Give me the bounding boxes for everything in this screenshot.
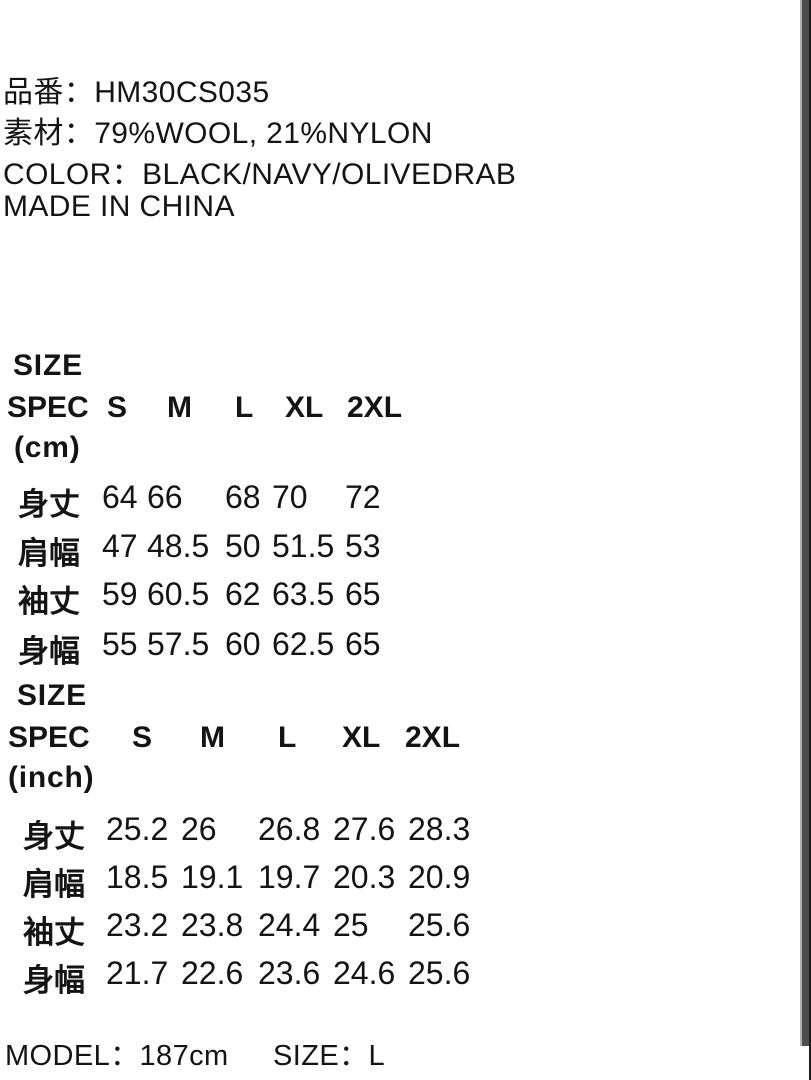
cell-value: 24.6 xyxy=(333,955,396,991)
size-col-l: L xyxy=(278,721,297,754)
table-row-shoulder-width-inch: 肩幅 18.5 19.1 19.7 20.3 20.9 xyxy=(0,859,811,903)
cell-value: 25.6 xyxy=(408,907,471,943)
cell-value: 60.5 xyxy=(147,576,210,612)
size-col-m: M xyxy=(167,391,192,424)
size-spec-inch-spec-label: SPEC xyxy=(8,721,90,754)
row-label-sleeve-length: 袖丈 xyxy=(23,915,85,950)
table-row-body-length-cm: 身丈 64 66 68 70 72 xyxy=(0,479,811,523)
size-col-s: S xyxy=(107,391,128,424)
table-row-shoulder-width-cm: 肩幅 47 48.5 50 51.5 53 xyxy=(0,528,811,572)
right-edge-border xyxy=(809,0,811,1080)
size-col-m: M xyxy=(200,721,225,754)
cell-value: 57.5 xyxy=(147,626,210,662)
size-spec-inch-title: SIZE xyxy=(17,679,87,712)
size-col-xl: XL xyxy=(285,391,324,424)
cell-value: 25.2 xyxy=(106,811,169,847)
cell-value: 70 xyxy=(272,479,308,515)
cell-value: 26 xyxy=(181,811,217,847)
product-origin: MADE IN CHINA xyxy=(3,190,235,223)
cell-value: 62.5 xyxy=(272,626,335,662)
row-label-body-length: 身丈 xyxy=(23,819,85,854)
cell-value: 48.5 xyxy=(147,528,210,564)
right-edge-divider xyxy=(800,0,802,1046)
cell-value: 24.4 xyxy=(258,907,321,943)
cell-value: 28.3 xyxy=(408,811,471,847)
cell-value: 19.1 xyxy=(181,859,244,895)
table-row-body-length-inch: 身丈 25.2 26 26.8 27.6 28.3 xyxy=(0,811,811,855)
size-col-2xl: 2XL xyxy=(347,391,403,424)
row-label-body-width: 身幅 xyxy=(23,963,85,998)
cell-value: 25.6 xyxy=(408,955,471,991)
cell-value: 68 xyxy=(225,479,261,515)
next-image-edge-strip xyxy=(802,0,809,1046)
size-col-s: S xyxy=(132,721,153,754)
cell-value: 21.7 xyxy=(106,955,169,991)
size-spec-cm-title: SIZE xyxy=(13,349,83,382)
model-height: MODEL：187cm xyxy=(5,1040,229,1072)
cell-value: 65 xyxy=(345,576,381,612)
cell-value: 59 xyxy=(102,576,138,612)
cell-value: 64 xyxy=(102,479,138,515)
size-spec-inch-header-row: SPEC S M L XL 2XL xyxy=(0,721,811,761)
cell-value: 23.8 xyxy=(181,907,244,943)
row-label-body-width: 身幅 xyxy=(18,634,80,669)
product-color: COLOR：BLACK/NAVY/OLIVEDRAB xyxy=(3,158,517,191)
cell-value: 26.8 xyxy=(258,811,321,847)
cell-value: 23.2 xyxy=(106,907,169,943)
size-spec-inch-unit: (inch) xyxy=(8,761,95,794)
size-spec-cm-spec-label: SPEC xyxy=(7,391,89,424)
size-col-2xl: 2XL xyxy=(405,721,461,754)
cell-value: 22.6 xyxy=(181,955,244,991)
cell-value: 63.5 xyxy=(272,576,335,612)
cell-value: 62 xyxy=(225,576,261,612)
cell-value: 50 xyxy=(225,528,261,564)
cell-value: 53 xyxy=(345,528,381,564)
cell-value: 55 xyxy=(102,626,138,662)
row-label-sleeve-length: 袖丈 xyxy=(18,584,80,619)
cell-value: 20.9 xyxy=(408,859,471,895)
row-label-body-length: 身丈 xyxy=(18,487,80,522)
cell-value: 19.7 xyxy=(258,859,321,895)
table-row-body-width-cm: 身幅 55 57.5 60 62.5 65 xyxy=(0,626,811,670)
cell-value: 20.3 xyxy=(333,859,396,895)
cell-value: 25 xyxy=(333,907,369,943)
cell-value: 27.6 xyxy=(333,811,396,847)
cell-value: 60 xyxy=(225,626,261,662)
product-material: 素材：79%WOOL, 21%NYLON xyxy=(3,117,433,150)
cell-value: 47 xyxy=(102,528,138,564)
row-label-shoulder-width: 肩幅 xyxy=(23,867,85,902)
cell-value: 72 xyxy=(345,479,381,515)
table-row-sleeve-length-inch: 袖丈 23.2 23.8 24.4 25 25.6 xyxy=(0,907,811,951)
cell-value: 51.5 xyxy=(272,528,335,564)
cell-value: 23.6 xyxy=(258,955,321,991)
table-row-body-width-inch: 身幅 21.7 22.6 23.6 24.6 25.6 xyxy=(0,955,811,999)
size-col-l: L xyxy=(235,391,254,424)
cell-value: 18.5 xyxy=(106,859,169,895)
model-size: SIZE：L xyxy=(273,1040,385,1072)
table-row-sleeve-length-cm: 袖丈 59 60.5 62 63.5 65 xyxy=(0,576,811,620)
row-label-shoulder-width: 肩幅 xyxy=(18,536,80,571)
size-spec-cm-header-row: SPEC S M L XL 2XL xyxy=(0,391,811,431)
size-col-xl: XL xyxy=(342,721,381,754)
product-item-number: 品番：HM30CS035 xyxy=(3,76,270,109)
cell-value: 65 xyxy=(345,626,381,662)
size-spec-cm-unit: (cm) xyxy=(14,431,81,464)
cell-value: 66 xyxy=(147,479,183,515)
